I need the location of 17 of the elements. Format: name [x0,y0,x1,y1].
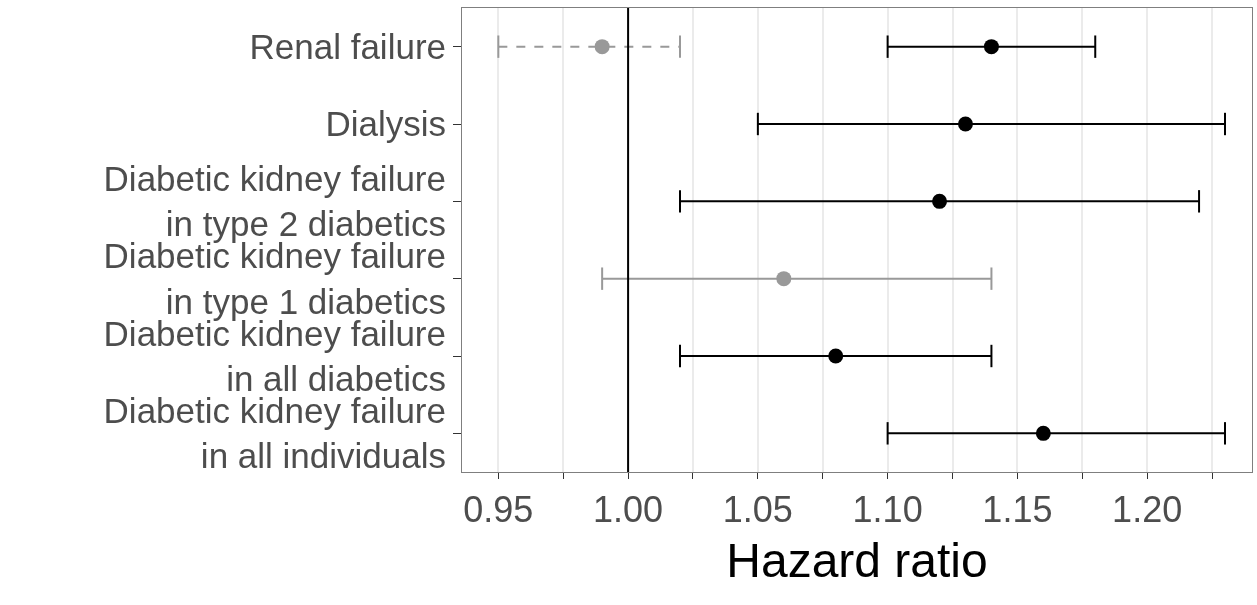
x-tick-label: 1.05 [722,489,793,531]
point [932,193,948,209]
y-tick-label: Dialysis [325,104,446,144]
point [983,39,999,55]
point [828,348,844,364]
point [594,39,610,55]
x-tick-label: 1.20 [1112,489,1183,531]
point [1035,425,1051,441]
x-tick-label: 1.00 [593,489,664,531]
x-tick-label: 1.15 [982,489,1053,531]
y-tick-label: Diabetic kidney failure in all individuals [103,390,446,476]
x-tick-label: 0.95 [463,489,534,531]
point [776,271,792,287]
x-tick-label: 1.10 [852,489,923,531]
y-tick-label: Renal failure [249,26,446,66]
point [957,116,973,132]
x-axis-title: Hazard ratio [726,534,988,588]
